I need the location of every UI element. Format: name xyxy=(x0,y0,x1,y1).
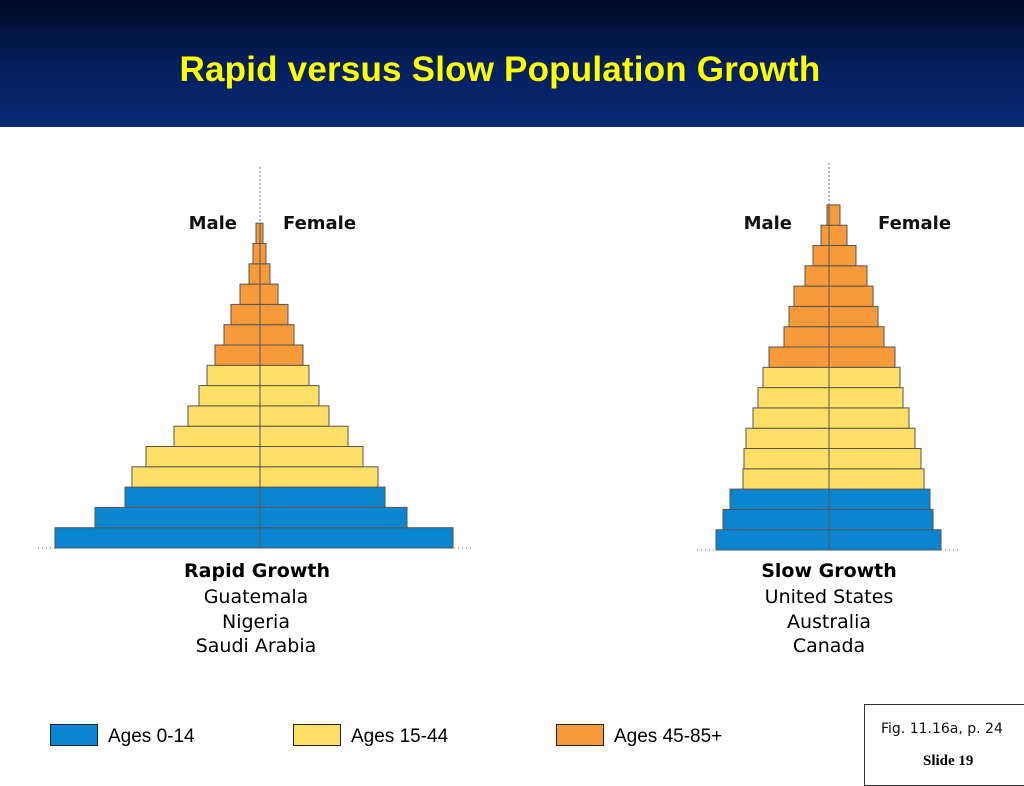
pyramid-bar-male xyxy=(223,324,261,346)
pyramid-bar-female xyxy=(828,204,841,226)
pyramid-bar-female xyxy=(828,508,934,531)
pyramid-bar-male xyxy=(788,305,830,328)
rapid-country-3: Saudi Arabia xyxy=(196,635,317,657)
slow-country-3: Canada xyxy=(793,635,865,657)
pyramid-bar-female xyxy=(828,387,904,409)
pyramid-bar-female xyxy=(259,283,279,305)
pyramid-bar-male xyxy=(757,387,830,409)
pyramid-bar-female xyxy=(259,263,271,285)
figure-reference-box: Fig. 11.16a, p. 24 Slide 19 xyxy=(864,704,1024,786)
pyramid-bar-female xyxy=(259,486,386,508)
pyramid-bar-male xyxy=(804,265,830,287)
pyramid-bar-female xyxy=(259,364,310,387)
pyramid-bar-female xyxy=(259,405,330,427)
pyramid-bar-female xyxy=(828,326,885,348)
pyramid-bar-female xyxy=(828,346,896,368)
pyramid-bar-male xyxy=(248,263,261,285)
pyramid-bar-male xyxy=(198,385,261,407)
pyramid-bar-male xyxy=(145,446,261,468)
population-pyramids: Male Female Male Female Rapid Growth Gua… xyxy=(38,163,961,657)
pyramid-bar-female xyxy=(828,245,857,267)
legend-label: Ages 45-85+ xyxy=(614,726,723,747)
left-female-label: Female xyxy=(283,213,356,234)
pyramid-bar-male xyxy=(783,326,830,348)
pyramid-bar-female xyxy=(259,446,364,468)
pyramid-bar-female xyxy=(259,425,349,448)
pyramid-bar-male xyxy=(239,283,261,305)
pyramid-bar-male xyxy=(742,468,830,490)
legend-label: Ages 0-14 xyxy=(108,726,195,747)
pyramid-bar-male xyxy=(722,508,830,531)
right-male-label: Male xyxy=(744,213,792,234)
pyramid-bar-female xyxy=(259,344,304,366)
left-male-label: Male xyxy=(189,213,237,234)
pyramid-bar-female xyxy=(259,466,379,488)
pyramid-bar-female xyxy=(828,285,874,307)
pyramid-bar-male xyxy=(214,344,261,366)
pyramid-labels: Male Female Male Female Rapid Growth Gua… xyxy=(184,213,951,657)
pyramid-bar-male xyxy=(173,425,261,448)
pyramid-bar-female xyxy=(828,468,925,490)
slide-number: Slide 19 xyxy=(923,753,974,769)
pyramid-bar-male xyxy=(54,527,261,549)
pyramid-bar-male xyxy=(762,366,830,389)
legend-swatch-orange xyxy=(556,724,604,746)
pyramid-bar-male xyxy=(752,407,830,429)
figure-reference: Fig. 11.16a, p. 24 xyxy=(881,721,1003,737)
slow-growth-title: Slow Growth xyxy=(761,560,897,582)
pyramid-bar-male xyxy=(230,303,261,326)
legend-label: Ages 15-44 xyxy=(351,726,449,747)
pyramid-bar-male xyxy=(745,427,830,450)
pyramid-bar-male xyxy=(743,448,830,470)
pyramid-bar-male xyxy=(131,466,261,488)
pyramid-bar-male xyxy=(252,243,261,265)
pyramid-bar-male xyxy=(187,405,261,427)
pyramid-bar-female xyxy=(259,324,295,346)
pyramid-bar-female xyxy=(259,527,454,549)
pyramid-bar-male xyxy=(768,346,830,368)
legend-swatch-yellow xyxy=(293,724,341,746)
pyramid-bars xyxy=(38,163,961,551)
pyramid-bar-female xyxy=(259,243,267,265)
rapid-growth-title: Rapid Growth xyxy=(184,560,330,582)
pyramid-bar-male xyxy=(206,364,261,387)
pyramid-bar-female xyxy=(259,506,408,529)
pyramid-bar-male xyxy=(94,506,261,529)
pyramid-bar-male xyxy=(255,222,261,244)
pyramid-bar-female xyxy=(259,385,320,407)
pyramid-bar-male xyxy=(124,486,261,508)
pyramid-bar-female xyxy=(828,366,901,389)
rapid-country-2: Nigeria xyxy=(222,611,290,633)
pyramid-bar-female xyxy=(828,529,942,551)
pyramid-bar-female xyxy=(828,224,848,246)
pyramid-bar-male xyxy=(729,488,830,510)
pyramid-bar-female xyxy=(828,488,931,510)
slow-country-1: United States xyxy=(765,586,894,608)
pyramid-bar-female xyxy=(828,407,910,429)
rapid-country-1: Guatemala xyxy=(204,586,309,608)
title-banner: Rapid versus Slow Population Growth xyxy=(0,0,1024,127)
slow-country-2: Australia xyxy=(787,611,871,633)
pyramid-bar-female xyxy=(259,303,289,326)
legend-swatch-blue xyxy=(50,724,98,746)
right-female-label: Female xyxy=(878,213,951,234)
pyramid-bar-female xyxy=(828,448,922,470)
pyramid-bar-female xyxy=(828,265,868,287)
pyramid-bar-male xyxy=(820,224,830,246)
slide-title: Rapid versus Slow Population Growth xyxy=(179,50,821,89)
pyramid-bar-male xyxy=(715,529,830,551)
pyramid-bar-male xyxy=(812,245,830,267)
pyramid-bar-male xyxy=(793,285,830,307)
pyramid-bar-female xyxy=(828,305,879,328)
pyramid-bar-female xyxy=(828,427,916,450)
